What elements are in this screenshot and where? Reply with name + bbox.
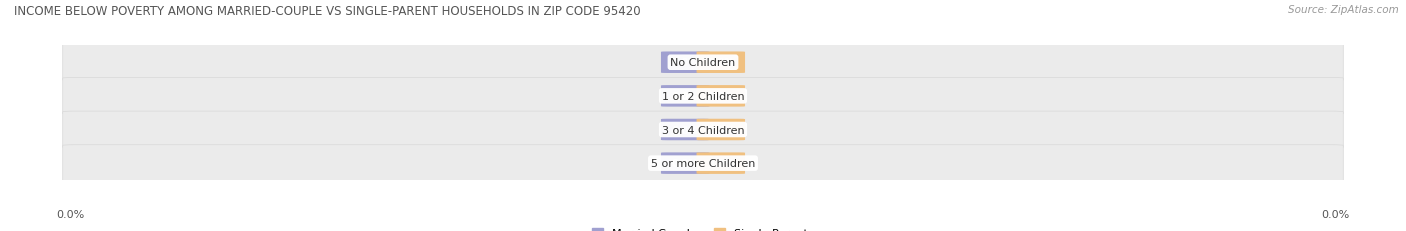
Legend: Married Couples, Single Parents: Married Couples, Single Parents (588, 223, 818, 231)
FancyBboxPatch shape (696, 153, 745, 174)
FancyBboxPatch shape (696, 86, 745, 107)
Text: 0.0%: 0.0% (707, 58, 734, 68)
Text: 0.0%: 0.0% (707, 91, 734, 101)
FancyBboxPatch shape (696, 52, 745, 74)
FancyBboxPatch shape (63, 78, 1343, 115)
FancyBboxPatch shape (63, 145, 1343, 182)
Text: 0.0%: 0.0% (56, 209, 84, 219)
FancyBboxPatch shape (696, 119, 745, 141)
Text: Source: ZipAtlas.com: Source: ZipAtlas.com (1288, 5, 1399, 15)
Text: 3 or 4 Children: 3 or 4 Children (662, 125, 744, 135)
Text: 0.0%: 0.0% (672, 158, 699, 168)
Text: 0.0%: 0.0% (672, 58, 699, 68)
Text: 0.0%: 0.0% (672, 91, 699, 101)
Text: 0.0%: 0.0% (707, 125, 734, 135)
Text: 5 or more Children: 5 or more Children (651, 158, 755, 168)
Text: 1 or 2 Children: 1 or 2 Children (662, 91, 744, 101)
FancyBboxPatch shape (661, 86, 710, 107)
Text: 0.0%: 0.0% (707, 158, 734, 168)
FancyBboxPatch shape (661, 52, 710, 74)
Text: INCOME BELOW POVERTY AMONG MARRIED-COUPLE VS SINGLE-PARENT HOUSEHOLDS IN ZIP COD: INCOME BELOW POVERTY AMONG MARRIED-COUPL… (14, 5, 641, 18)
Text: No Children: No Children (671, 58, 735, 68)
Text: 0.0%: 0.0% (1322, 209, 1350, 219)
Text: 0.0%: 0.0% (672, 125, 699, 135)
FancyBboxPatch shape (661, 119, 710, 141)
FancyBboxPatch shape (661, 153, 710, 174)
FancyBboxPatch shape (63, 45, 1343, 81)
FancyBboxPatch shape (63, 112, 1343, 148)
